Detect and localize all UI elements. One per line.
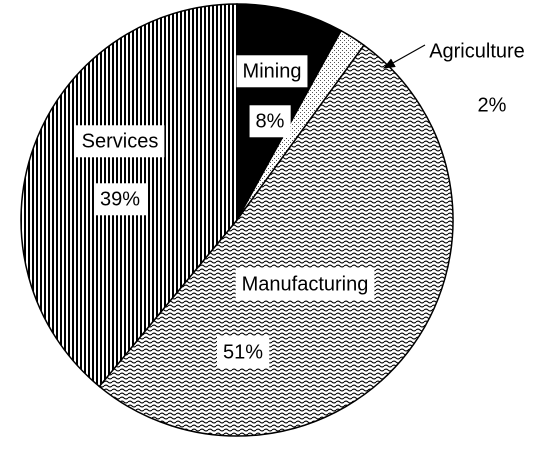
slice-value-label-group: 2% — [478, 94, 507, 116]
label-box — [249, 105, 291, 138]
slice-label-group: Mining — [236, 55, 308, 88]
label-box — [75, 125, 165, 158]
slice-label-group: Agriculture — [429, 40, 525, 62]
pie-slice — [98, 44, 454, 437]
slice-value-label: 2% — [478, 94, 507, 116]
label-box — [93, 183, 147, 216]
slice-label-group: Services — [75, 125, 165, 158]
slice-label-group: Manufacturing — [235, 268, 375, 301]
slice-value-label: 51% — [223, 341, 263, 363]
slice-label: Agriculture — [429, 40, 525, 62]
leader-arrow — [382, 44, 426, 69]
slice-label: Services — [82, 130, 159, 152]
slice-value-label-group: 51% — [216, 336, 270, 369]
label-box — [235, 268, 375, 301]
slice-label: Mining — [243, 60, 302, 82]
slice-value-label-group: 8% — [249, 105, 291, 138]
label-box — [236, 55, 308, 88]
slice-value-label-group: 39% — [93, 183, 147, 216]
slice-label: Manufacturing — [242, 273, 369, 295]
slice-value-label: 8% — [256, 110, 285, 132]
slice-value-label: 39% — [100, 188, 140, 210]
labels: Mining 8% Agriculture 2% Manufacturing 51% Ser… — [75, 40, 525, 369]
label-box — [216, 336, 270, 369]
